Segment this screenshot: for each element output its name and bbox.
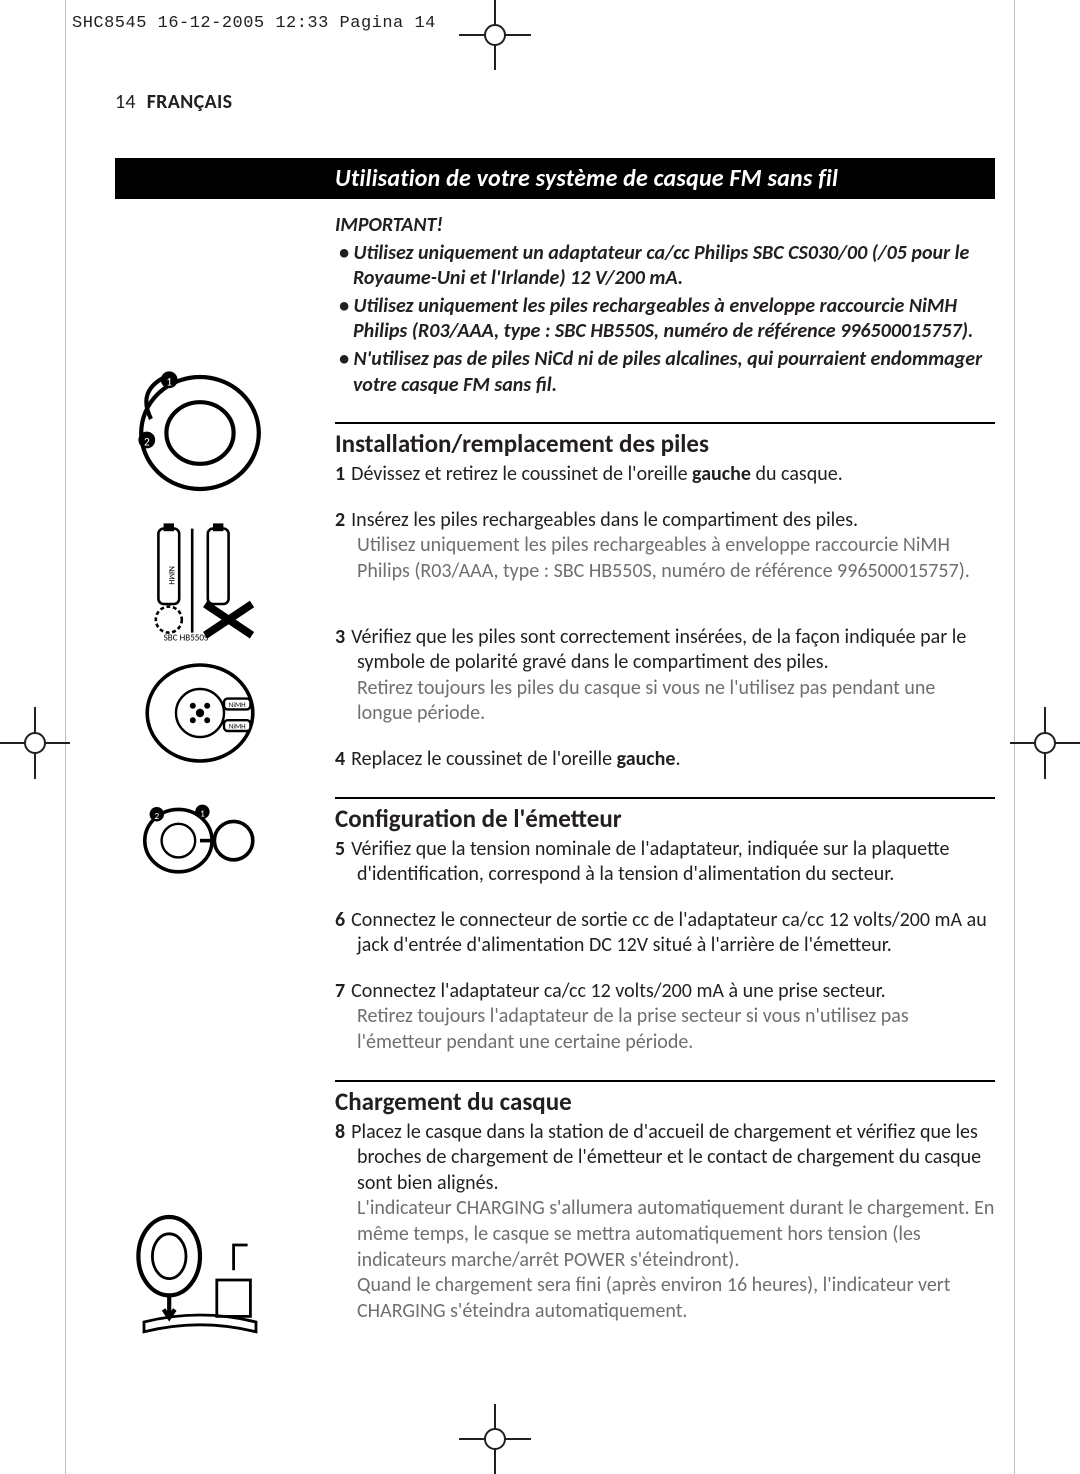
illustration-earcup: 12 (125, 363, 275, 503)
important-bullet: Utilisez uniquement un adaptateur ca/cc … (335, 241, 995, 292)
step-5: 5Vérifiez que la tension nominale de l'a… (335, 837, 995, 888)
step-4: 4Replacez le coussinet de l'oreille gauc… (335, 747, 995, 773)
section-heading-charge: Chargement du casque (335, 1086, 995, 1118)
print-slug: SHC8545 16-12-2005 12:33 Pagina 14 (72, 14, 436, 33)
illustration-reattach: 21 (125, 783, 275, 903)
important-bullet: N'utilisez pas de piles NiCd ni de piles… (335, 347, 995, 398)
page-content: 14 FRANÇAIS Utilisation de votre système… (115, 90, 995, 1353)
svg-text:NiMH: NiMH (166, 566, 175, 584)
section-divider (335, 797, 995, 799)
section-heading-install: Installation/remplacement des piles (335, 428, 995, 460)
trim-line-left (65, 0, 66, 1474)
crop-mark (24, 732, 46, 754)
section-divider (335, 1080, 995, 1082)
crop-mark (1034, 732, 1056, 754)
step-6: 6Connectez le connecteur de sortie cc de… (335, 908, 995, 959)
trim-line-right (1014, 0, 1015, 1474)
section-title-bar: Utilisation de votre système de casque F… (115, 158, 995, 199)
crop-mark (484, 24, 506, 46)
illustration-batteries: NiMH SBC HB550S (125, 513, 275, 643)
page-header: 14 FRANÇAIS (115, 90, 995, 114)
illustration-charging (125, 1203, 275, 1343)
illustration-polarity: NiMH NiMH (125, 653, 275, 773)
text-column: IMPORTANT! Utilisez uniquement un adapta… (335, 213, 995, 1353)
svg-text:1: 1 (200, 808, 205, 820)
important-heading: IMPORTANT! (335, 213, 995, 239)
svg-text:NiMH: NiMH (229, 700, 246, 709)
step-1: 1Dévissez et retirez le coussinet de l'o… (335, 462, 995, 488)
step-3: 3Vérifiez que les piles sont correctemen… (335, 625, 995, 727)
svg-text:1: 1 (166, 375, 172, 389)
illustration-column: 12 NiMH SBC HB550S NiMHNiMH (115, 213, 335, 1353)
step-7: 7Connectez l'adaptateur ca/cc 12 volts/2… (335, 979, 995, 1056)
svg-text:SBC HB550S: SBC HB550S (164, 632, 209, 643)
svg-text:2: 2 (154, 810, 159, 822)
step-8-note: L'indicateur CHARGING s'allumera automat… (357, 1196, 995, 1324)
section-heading-tx: Configuration de l'émetteur (335, 803, 995, 835)
page-number: 14 (115, 90, 136, 114)
section-title: Utilisation de votre système de casque F… (335, 164, 838, 193)
language-label: FRANÇAIS (147, 90, 233, 114)
svg-text:2: 2 (144, 436, 150, 450)
section-divider (335, 422, 995, 424)
step-2: 2Insérez les piles rechargeables dans le… (335, 508, 995, 585)
important-bullet: Utilisez uniquement les piles rechargeab… (335, 294, 995, 345)
crop-mark (484, 1428, 506, 1450)
step-8: 8Placez le casque dans la station de d'a… (335, 1120, 995, 1325)
svg-text:NiMH: NiMH (229, 722, 246, 731)
